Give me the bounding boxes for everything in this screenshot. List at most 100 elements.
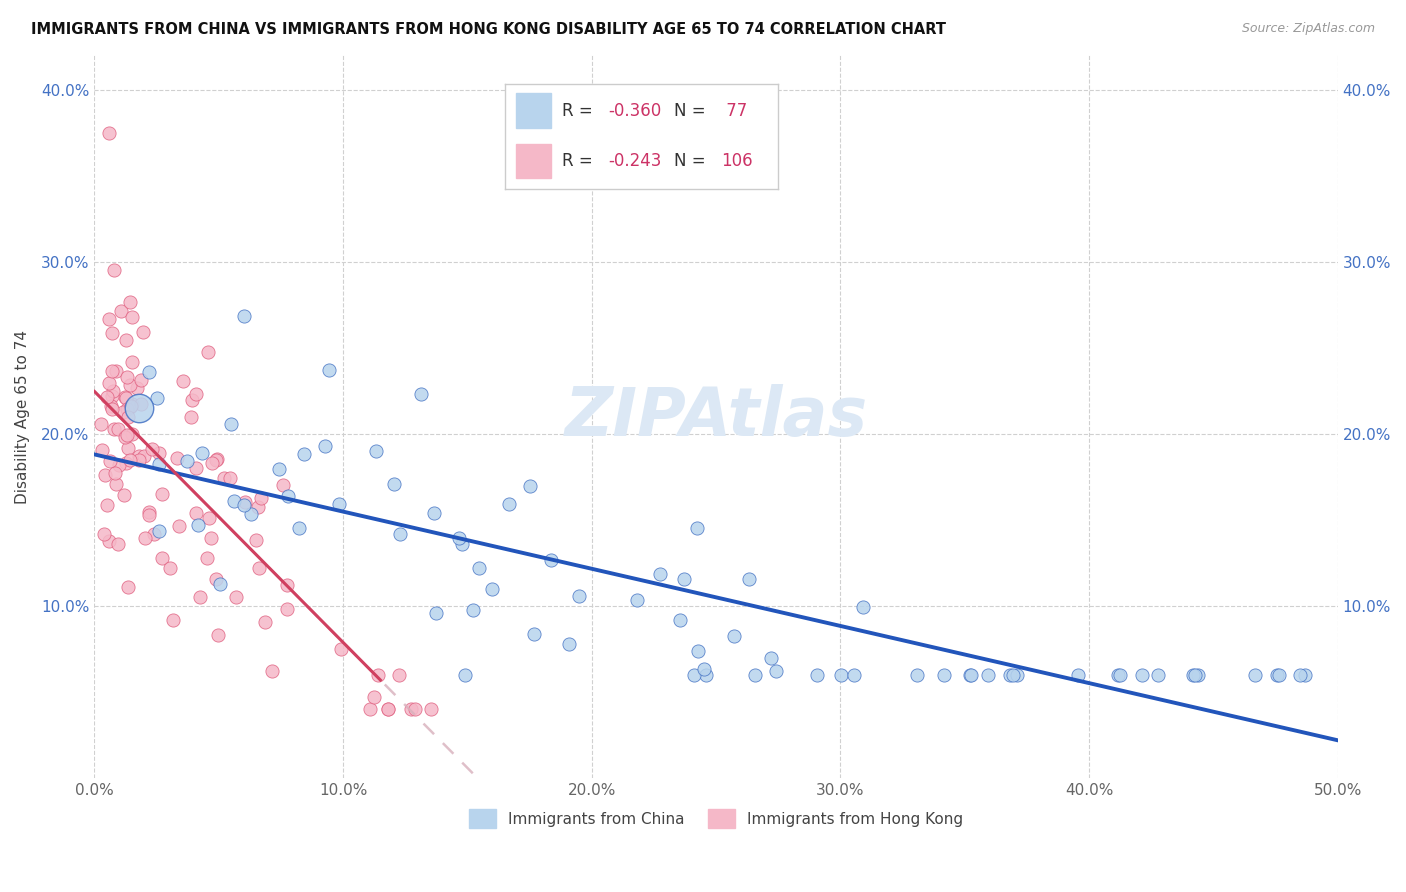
Text: Source: ZipAtlas.com: Source: ZipAtlas.com [1241,22,1375,36]
Point [1289,668,1312,682]
Point [686,644,709,658]
Point [150,487,173,501]
Point [100,399,122,413]
Point [233,494,256,508]
Point [214,471,236,485]
Point [188,591,211,605]
Point [111,405,134,419]
Point [366,443,388,458]
Point [540,553,562,567]
Point [114,457,136,471]
Point [198,511,221,525]
Point [96,390,118,404]
Point [744,668,766,682]
Point [765,664,787,678]
Point [103,263,125,277]
Point [1244,668,1267,682]
Point [138,508,160,523]
Point [367,668,389,682]
Point [205,572,228,586]
Point [115,401,138,416]
Point [695,668,717,682]
Point [247,561,270,575]
Point [468,561,491,575]
Point [138,504,160,518]
Point [97,533,120,548]
Point [141,442,163,456]
Point [105,476,128,491]
Y-axis label: Disability Age 65 to 74: Disability Age 65 to 74 [15,330,30,504]
Point [411,387,433,401]
Point [245,533,267,547]
Point [121,397,143,411]
Point [120,399,142,413]
Point [120,295,142,310]
Point [146,391,169,405]
Point [481,582,503,596]
Point [117,409,139,424]
Point [138,365,160,379]
Point [498,497,520,511]
Point [423,507,446,521]
Point [650,566,672,581]
Point [100,389,122,403]
Point [148,524,170,539]
Point [463,603,485,617]
Point [1181,668,1204,682]
Point [103,422,125,436]
Point [93,526,115,541]
Point [180,393,202,408]
Point [998,668,1021,682]
Point [114,392,136,406]
Point [683,668,706,682]
Point [132,450,155,464]
Point [190,446,212,460]
Point [172,374,194,388]
Point [150,551,173,566]
Point [187,518,209,533]
Point [852,599,875,614]
Point [314,438,336,452]
Point [568,589,591,603]
Point [115,334,138,348]
Point [129,373,152,387]
Point [101,384,124,399]
Point [1294,668,1316,682]
Point [117,427,139,442]
Point [454,668,477,682]
Point [382,476,405,491]
Point [205,452,228,467]
Point [830,668,852,682]
Point [195,551,218,566]
Point [759,651,782,665]
Point [232,498,254,512]
Point [186,506,208,520]
Point [166,450,188,465]
Point [672,572,695,586]
Point [91,443,114,458]
Point [94,467,117,482]
Point [249,491,271,505]
Point [1002,668,1025,682]
Point [117,580,139,594]
Point [1067,668,1090,682]
Point [148,457,170,471]
Point [668,613,690,627]
Point [169,518,191,533]
Point [330,641,353,656]
Point [558,636,581,650]
Point [107,536,129,550]
Point [318,363,340,377]
Point [207,628,229,642]
Point [118,453,141,467]
Point [110,304,132,318]
Point [128,449,150,463]
Point [107,422,129,436]
Point [117,442,139,456]
Point [97,376,120,390]
Point [425,606,447,620]
Point [129,397,152,411]
Point [959,668,981,682]
Point [143,527,166,541]
Text: ZIPAtlas: ZIPAtlas [564,384,868,450]
